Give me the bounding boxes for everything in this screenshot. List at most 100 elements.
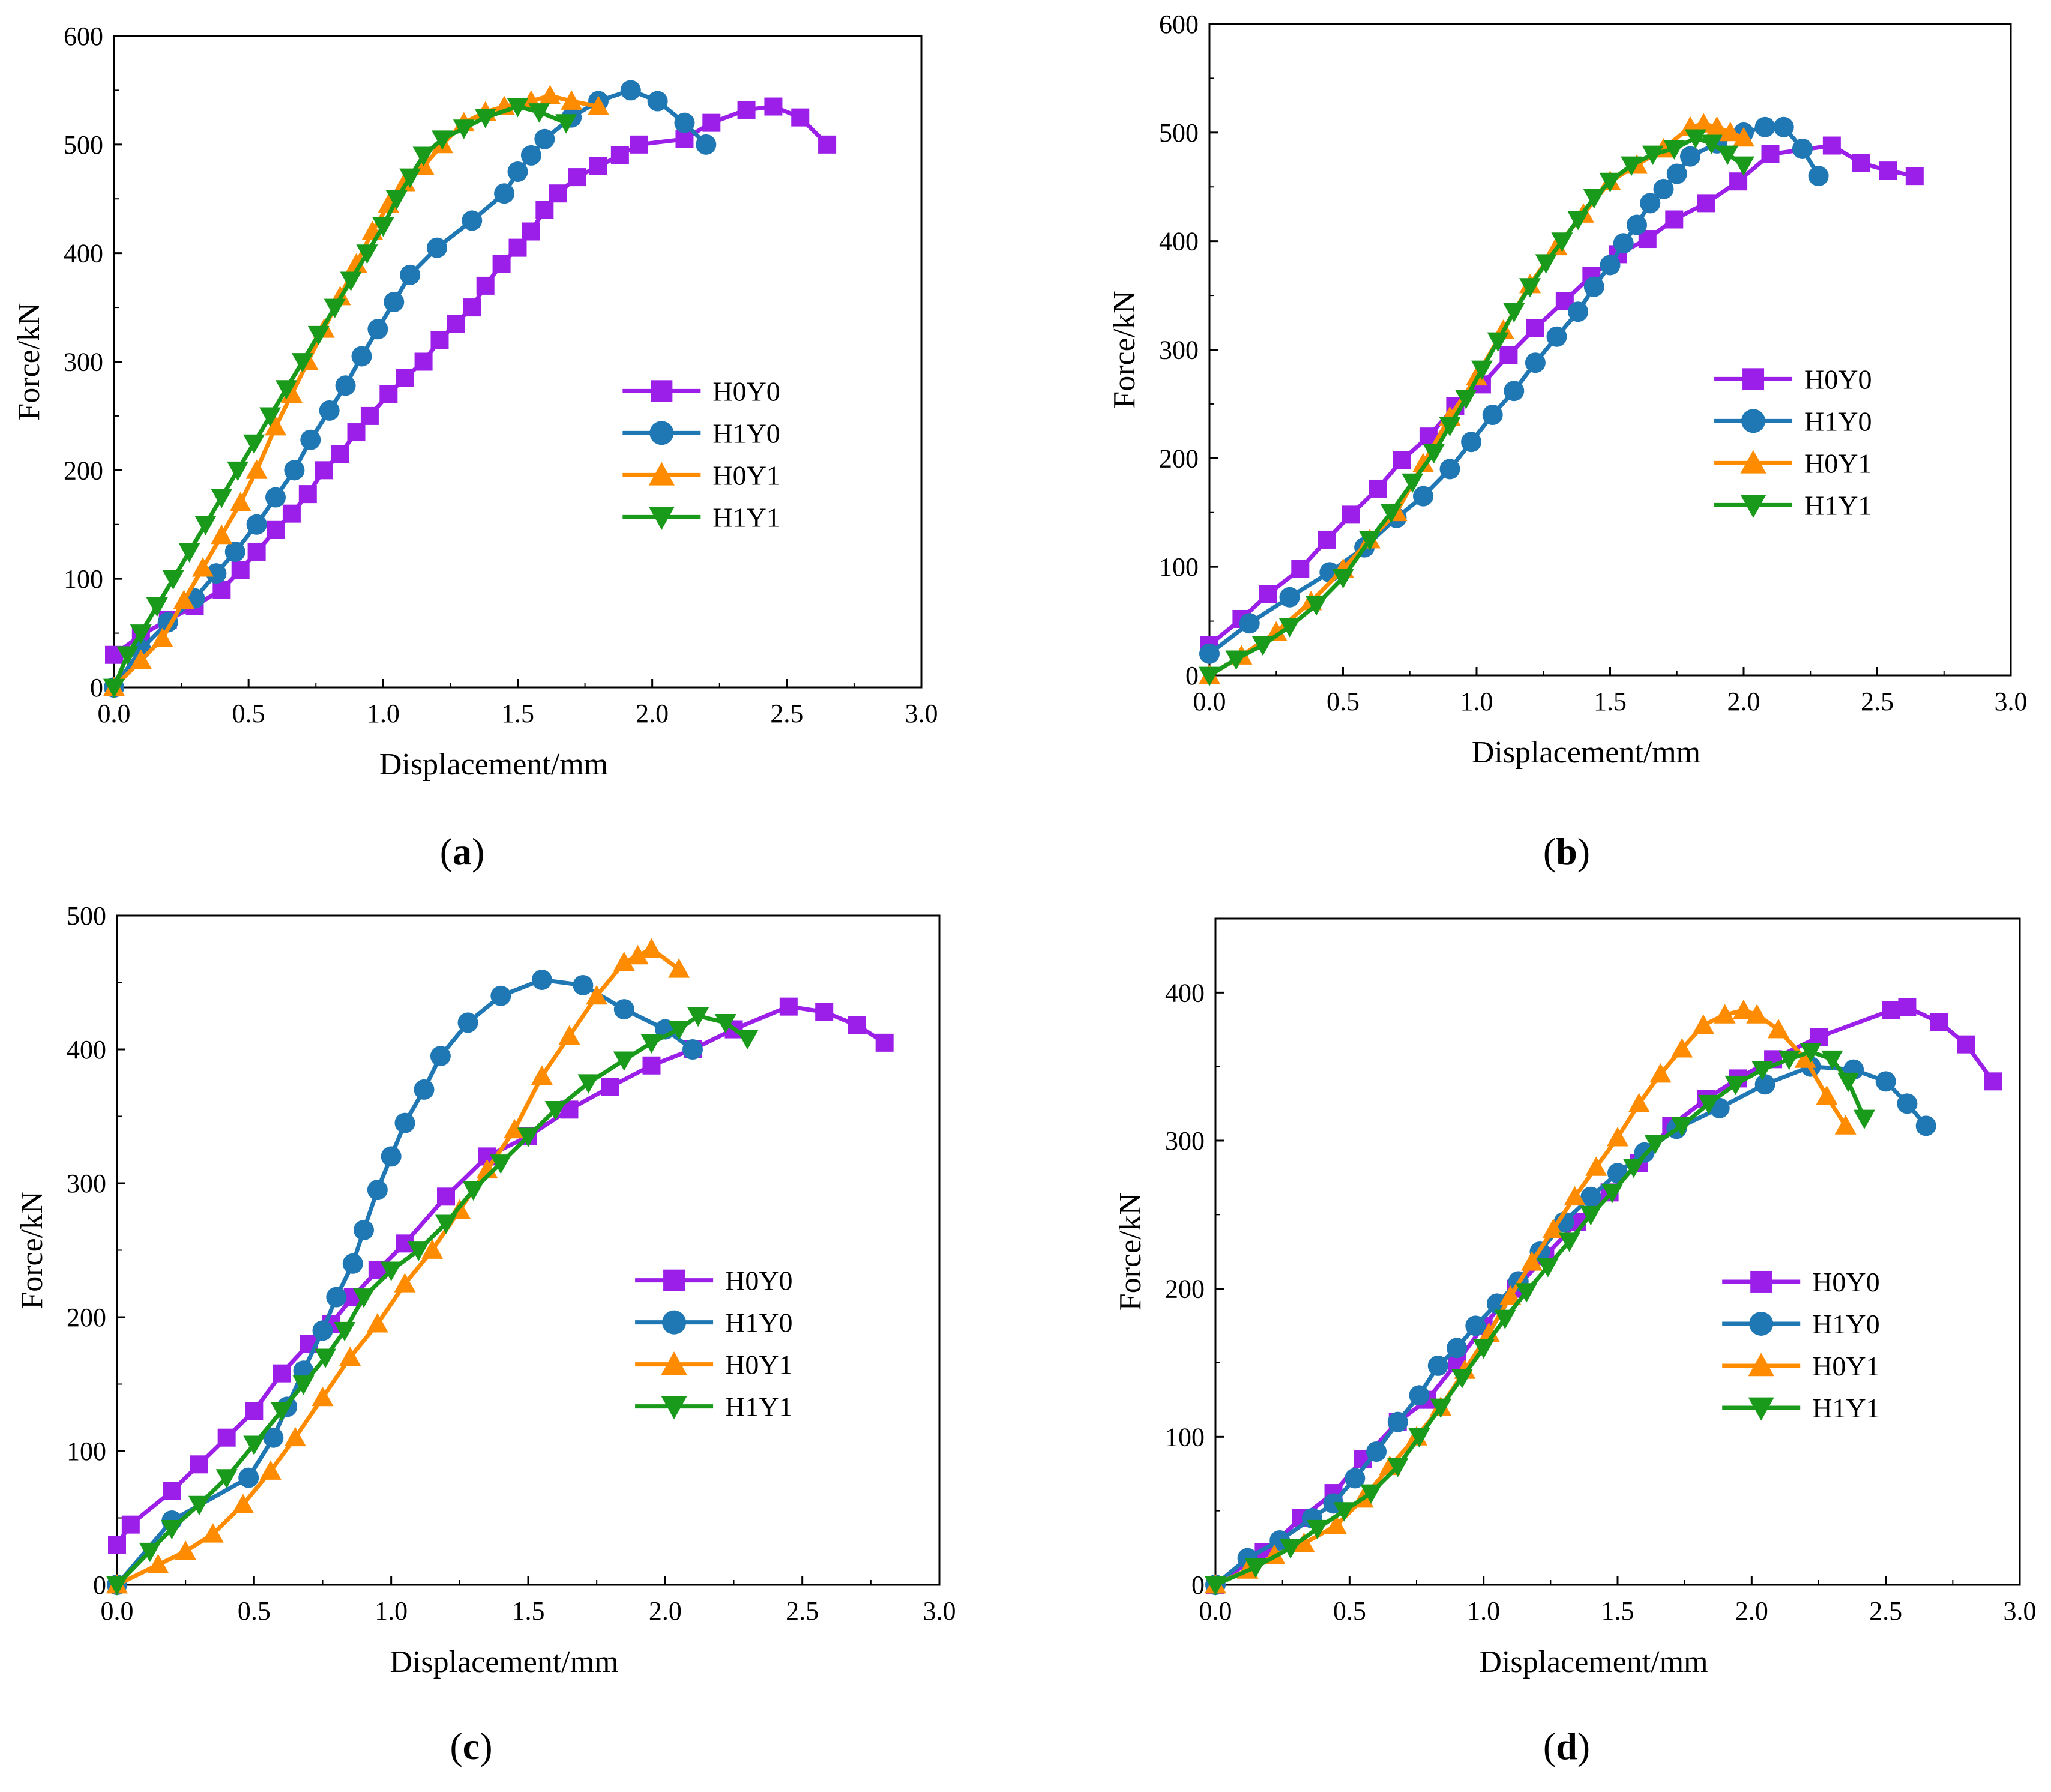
- data-point-square: [447, 315, 465, 333]
- data-point-circle: [696, 134, 717, 155]
- data-point-triangle-down: [1199, 666, 1220, 686]
- legend-label: H0Y0: [1812, 1267, 1879, 1297]
- data-point-circle: [1680, 146, 1700, 167]
- data-point-triangle-up: [627, 944, 649, 965]
- data-point-circle: [367, 319, 388, 340]
- data-point-triangle-up: [539, 85, 561, 104]
- legend: H0Y0 H1Y0 H0Y1 H1Y1: [635, 1266, 793, 1422]
- series-h1y0: [1199, 116, 1829, 664]
- panel-label: (b): [1543, 830, 1590, 873]
- data-point-triangle-down: [453, 119, 475, 139]
- y-tick-label: 400: [67, 1035, 106, 1064]
- legend-label: H1Y1: [712, 502, 780, 532]
- x-tick-label: 1.0: [375, 1596, 408, 1626]
- data-point-square: [360, 406, 379, 425]
- panel-paren-close: ): [472, 830, 484, 873]
- data-point-triangle-down: [507, 98, 529, 118]
- data-point-triangle-up: [1542, 1219, 1564, 1238]
- data-point-triangle-up: [1412, 453, 1434, 472]
- data-point-triangle-up: [151, 627, 173, 648]
- data-point-circle: [1553, 1211, 1574, 1232]
- data-point-circle: [326, 1287, 347, 1308]
- data-point-square: [630, 135, 648, 154]
- legend-marker-triangle-down: [1748, 1397, 1774, 1421]
- data-point-triangle-up: [345, 253, 367, 273]
- data-point-triangle-down: [1700, 134, 1723, 154]
- y-tick-label: 100: [1159, 552, 1199, 582]
- legend-marker-square: [651, 380, 673, 402]
- legend-label: H0Y1: [1804, 448, 1872, 478]
- data-point-triangle-up: [1607, 1127, 1628, 1147]
- data-point-circle: [1915, 1115, 1936, 1136]
- legend-item-h0y1: H0Y1: [635, 1350, 793, 1380]
- data-point-square: [231, 561, 250, 579]
- panel-paren-open: (: [1543, 830, 1556, 873]
- panel-label: (d): [1543, 1725, 1590, 1767]
- data-point-triangle-up: [265, 416, 286, 436]
- data-point-square: [476, 276, 495, 295]
- data-point-square: [675, 130, 694, 148]
- data-point-triangle-down: [243, 434, 265, 454]
- data-point-square: [601, 1078, 619, 1096]
- data-point-square: [642, 1056, 661, 1075]
- legend-marker-triangle-up: [1740, 450, 1766, 474]
- y-tick-label: 500: [1159, 118, 1199, 148]
- data-point-circle: [1897, 1093, 1918, 1114]
- panel-paren-open: (: [1543, 1725, 1556, 1767]
- legend: H0Y0 H1Y0 H0Y1 H1Y1: [1722, 1267, 1880, 1423]
- panel-c: 0.0 0.5 1.0 1.5 2.0 2.5 3.0 0 100 200 300 400 500 Dis…: [15, 901, 956, 1767]
- data-point-square: [1905, 167, 1924, 186]
- data-point-triangle-up: [175, 1540, 197, 1560]
- data-point-square: [273, 1364, 291, 1383]
- panel-letter: a: [453, 830, 472, 873]
- legend-item-h1y1: H1Y1: [1714, 490, 1872, 520]
- data-point-triangle-up: [1521, 1251, 1543, 1271]
- data-point-square: [1957, 1035, 1975, 1054]
- data-point-triangle-down: [356, 244, 378, 264]
- legend-item-h0y1: H0Y1: [1714, 448, 1872, 478]
- data-point-triangle-down: [292, 1375, 315, 1395]
- x-tick-label: 2.5: [1869, 1596, 1902, 1626]
- y-tick-label: 300: [1159, 336, 1199, 365]
- data-point-triangle-down: [291, 353, 313, 373]
- x-tick-label: 2.0: [636, 699, 669, 728]
- data-point-square: [1526, 319, 1544, 337]
- legend-label: H1Y0: [1804, 406, 1872, 436]
- data-point-triangle-down: [1280, 1539, 1302, 1559]
- data-point-square: [568, 168, 586, 187]
- legend-item-h0y1: H0Y1: [1722, 1351, 1880, 1381]
- data-point-triangle-up: [173, 590, 195, 609]
- data-point-square: [1898, 998, 1917, 1016]
- data-point-circle: [1808, 166, 1829, 187]
- legend: H0Y0 H1Y0 H0Y1 H1Y1: [622, 376, 780, 532]
- data-point-circle: [1199, 643, 1220, 664]
- data-point-triangle-down: [227, 461, 249, 481]
- data-point-triangle-down: [528, 103, 550, 123]
- data-point-triangle-down: [1408, 1428, 1430, 1448]
- y-tick-label: 100: [67, 1437, 106, 1466]
- legend-label: H0Y1: [712, 460, 780, 490]
- data-point-triangle-down: [275, 380, 297, 400]
- y-tick-label: 600: [64, 22, 103, 51]
- legend-marker-square: [1750, 1270, 1772, 1293]
- data-point-triangle-up: [1585, 1156, 1607, 1176]
- x-tick-label: 0.0: [1199, 1596, 1232, 1626]
- legend-marker-square: [1742, 368, 1765, 390]
- panel-letter: b: [1556, 830, 1577, 873]
- legend-item-h1y0: H1Y0: [1722, 1309, 1880, 1339]
- y-tick-label: 400: [1165, 978, 1205, 1007]
- data-point-triangle-up: [394, 1273, 416, 1293]
- data-point-triangle-down: [1494, 1309, 1516, 1329]
- series-line-h1y1: [1214, 1049, 1867, 1587]
- data-point-triangle-down: [1558, 1232, 1580, 1252]
- data-point-triangle-down: [1644, 1135, 1666, 1154]
- series-line-h0y1: [1214, 1008, 1848, 1587]
- data-point-circle: [1279, 587, 1300, 608]
- legend-marker-circle: [1749, 1311, 1774, 1336]
- data-point-square: [1810, 1028, 1828, 1046]
- series-line-h1y1: [1208, 136, 1745, 677]
- data-point-square: [818, 135, 837, 154]
- data-point-circle: [1413, 486, 1433, 507]
- legend-marker-square: [663, 1269, 685, 1291]
- data-point-triangle-down: [1205, 1576, 1226, 1596]
